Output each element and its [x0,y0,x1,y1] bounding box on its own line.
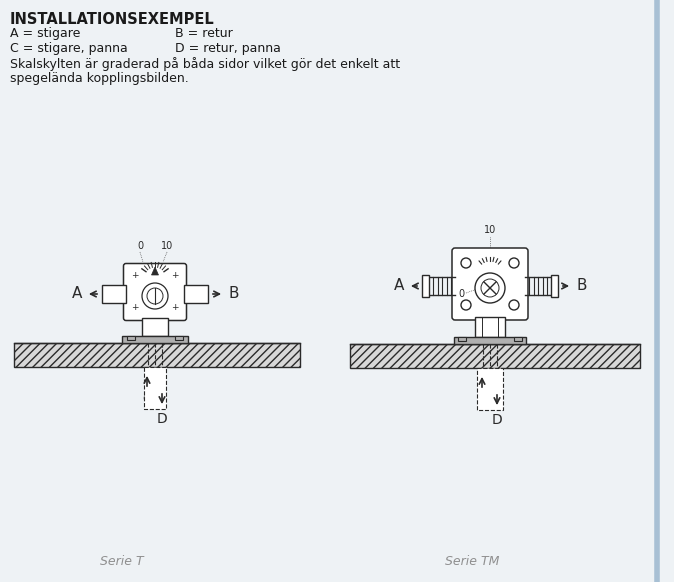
Circle shape [481,279,499,297]
Circle shape [147,288,163,304]
Text: +: + [171,303,179,313]
Text: C = stigare, panna: C = stigare, panna [10,42,128,55]
Bar [102,285,126,303]
Bar [422,275,429,297]
Text: 10: 10 [161,241,173,251]
Polygon shape [152,267,158,275]
Text: 0: 0 [137,241,143,251]
Text: C: C [142,392,152,406]
Bar [551,275,558,297]
Bar [514,337,522,341]
Text: D = retur, panna: D = retur, panna [175,42,281,55]
Text: A: A [394,279,404,293]
Circle shape [461,300,471,310]
Text: +: + [131,303,139,313]
Bar [142,318,168,336]
Bar [122,336,188,343]
Text: B: B [228,286,239,301]
Text: 10: 10 [484,225,496,235]
Bar [144,367,166,409]
Circle shape [461,258,471,268]
Circle shape [509,300,519,310]
Circle shape [142,283,168,309]
Bar [454,337,526,344]
Text: D: D [156,412,167,426]
FancyBboxPatch shape [452,248,528,320]
Text: A: A [71,286,82,301]
Text: C: C [477,393,487,407]
Circle shape [475,273,505,303]
Text: 0: 0 [458,289,464,299]
Text: INSTALLATIONSEXEMPEL: INSTALLATIONSEXEMPEL [10,12,215,27]
Circle shape [509,258,519,268]
Text: +: + [171,271,179,281]
Text: Skalskylten är graderad på båda sidor vilket gör det enkelt att: Skalskylten är graderad på båda sidor vi… [10,57,400,71]
Bar [475,317,505,337]
Text: A = stigare: A = stigare [10,27,80,40]
Text: D: D [491,413,502,427]
Text: B = retur: B = retur [175,27,233,40]
Text: B: B [576,279,586,293]
Bar [477,368,503,410]
Bar [127,336,135,340]
Text: Serie TM: Serie TM [445,555,499,568]
Bar [458,337,466,341]
Bar [350,344,640,368]
FancyBboxPatch shape [123,264,187,321]
Bar [184,285,208,303]
Bar [14,343,300,367]
Bar [175,336,183,340]
Text: +: + [131,271,139,281]
Text: spegelända kopplingsbilden.: spegelända kopplingsbilden. [10,72,189,85]
Text: Serie T: Serie T [100,555,144,568]
